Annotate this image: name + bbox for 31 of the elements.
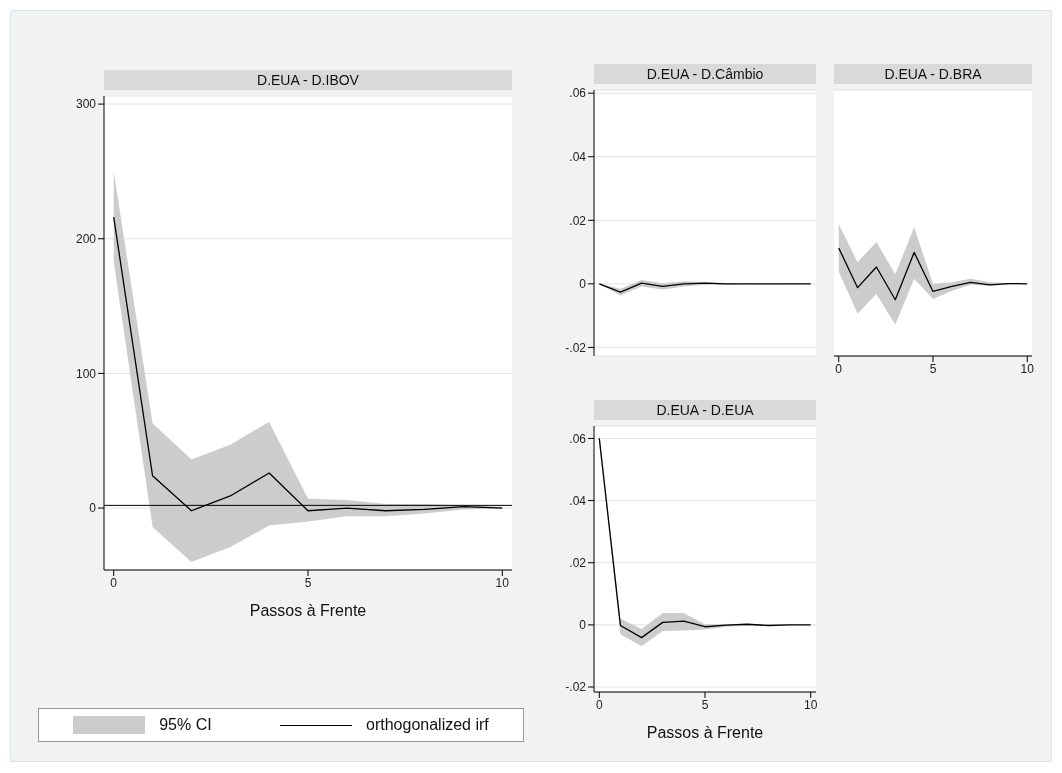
y-tick-label: 100 (75, 366, 97, 381)
x-axis-title: Passos à Frente (645, 723, 765, 743)
x-tick-label: 10 (495, 575, 510, 590)
y-tick-label: 0 (579, 277, 587, 292)
chart-title: D.EUA - D.BRA (834, 64, 1032, 84)
y-tick-label: 0 (89, 501, 97, 516)
x-tick-label: 0 (835, 361, 843, 376)
x-tick-label: 10 (1020, 361, 1035, 376)
y-tick-label: .04 (569, 150, 587, 164)
y-tick-label: -.02 (565, 680, 587, 695)
y-tick-label: 300 (75, 97, 97, 112)
x-tick-label: 5 (701, 697, 709, 712)
y-tick-label: .02 (569, 555, 587, 570)
y-tick-label: 200 (75, 232, 97, 246)
y-tick-label: -.02 (565, 340, 587, 355)
chart-title: D.EUA - D.EUA (594, 400, 816, 420)
x-tick-label: 5 (304, 575, 312, 590)
x-axis-title: Passos à Frente (248, 601, 368, 621)
text: 95% CI (159, 716, 212, 734)
y-tick-label: .06 (569, 86, 587, 101)
x-tick-label: 0 (595, 697, 603, 712)
y-tick-label: .02 (569, 213, 587, 228)
y-tick-label: 0 (579, 618, 587, 633)
chart-title: D.EUA - D.IBOV (104, 70, 512, 90)
y-tick-label: .04 (569, 493, 587, 508)
chart-title: D.EUA - D.Câmbio (594, 64, 816, 84)
x-tick-label: 0 (110, 575, 118, 590)
y-tick-label: .06 (569, 431, 587, 446)
x-tick-label: 10 (804, 697, 818, 712)
legend-label: orthogonalized irf (366, 716, 489, 734)
x-tick-label: 5 (929, 361, 937, 376)
